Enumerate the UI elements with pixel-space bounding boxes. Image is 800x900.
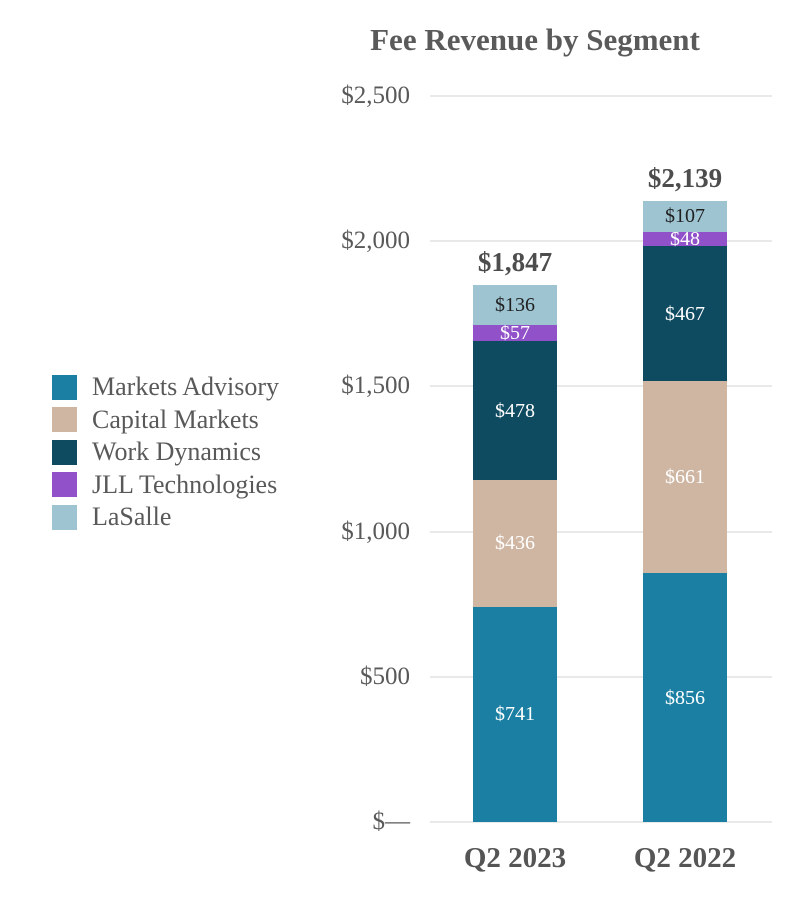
gridline-500 <box>430 675 772 678</box>
chart-legend: Markets Advisory Capital Markets Work Dyna… <box>52 371 279 534</box>
bar-segment-lasalle: $107 <box>643 200 727 232</box>
chart-title: Fee Revenue by Segment <box>370 22 700 57</box>
y-axis-tick-label: $1,000 <box>341 517 410 545</box>
bar-segment-lasalle: $136 <box>473 285 557 325</box>
legend-color-swatch-jll-technologies <box>52 472 77 498</box>
bar-value-label: $856 <box>665 686 705 709</box>
y-axis-tick-label: $2,500 <box>341 82 410 109</box>
legend-label: Capital Markets <box>92 404 259 434</box>
legend-item-lasalle: LaSalle <box>52 501 279 534</box>
legend-item-capital-markets: Capital Markets <box>52 404 279 437</box>
legend-color-swatch-lasalle <box>52 504 77 530</box>
legend-color-swatch-markets-advisory <box>52 374 77 400</box>
bar-value-label: $661 <box>665 466 705 489</box>
bar-value-label: $48 <box>670 227 700 250</box>
y-axis-tick-label: $— <box>372 808 411 835</box>
bar-segment-markets-advisory: $856 <box>643 573 727 822</box>
bar-value-label: $107 <box>665 205 705 228</box>
bar-segment-jll-technologies: $57 <box>473 322 557 345</box>
bar-value-label: $741 <box>495 703 535 726</box>
bar-value-label: $136 <box>495 294 535 317</box>
bar-value-label: $436 <box>495 532 535 555</box>
y-axis-tick-label: $500 <box>360 662 410 690</box>
x-axis-category-label: Q2 2022 <box>633 842 737 874</box>
y-axis-tick-label: $1,500 <box>341 372 410 400</box>
legend-label: Work Dynamics <box>92 437 262 467</box>
gridline-2000 <box>430 240 772 243</box>
legend-label: Markets Advisory <box>92 372 280 402</box>
bar-segment-capital-markets: $436 <box>473 480 557 607</box>
legend-color-swatch-capital-markets <box>52 407 77 433</box>
bar-segment-jll-technologies: $48 <box>643 227 727 250</box>
legend-item-markets-advisory: Markets Advisory <box>52 371 279 404</box>
bar-value-label: $467 <box>665 302 705 325</box>
gridline-1000 <box>430 530 772 533</box>
bar-segment-markets-advisory: $741 <box>473 606 557 822</box>
bar-segment-work-dynamics: $467 <box>643 245 727 382</box>
bar-segment-work-dynamics: $478 <box>473 341 557 481</box>
legend-item-jll-technologies: JLL Technologies <box>52 469 279 502</box>
gridline-2500 <box>430 95 772 97</box>
legend-label: LaSalle <box>92 502 172 532</box>
legend-item-work-dynamics: Work Dynamics <box>52 436 279 469</box>
x-axis-category-label: Q2 2023 <box>463 842 567 874</box>
legend-color-swatch-work-dynamics <box>52 439 77 465</box>
bar-value-label: $478 <box>495 399 535 422</box>
legend-label: JLL Technologies <box>92 469 278 499</box>
gridline-1500 <box>430 385 772 388</box>
bar-total-label: $1,847 <box>477 247 553 278</box>
bar-value-label: $57 <box>500 322 530 345</box>
y-axis-tick-label: $2,000 <box>341 227 410 255</box>
bar-total-label: $2,139 <box>647 162 723 193</box>
gridline-0 <box>430 821 772 823</box>
bar-segment-capital-markets: $661 <box>643 381 727 574</box>
